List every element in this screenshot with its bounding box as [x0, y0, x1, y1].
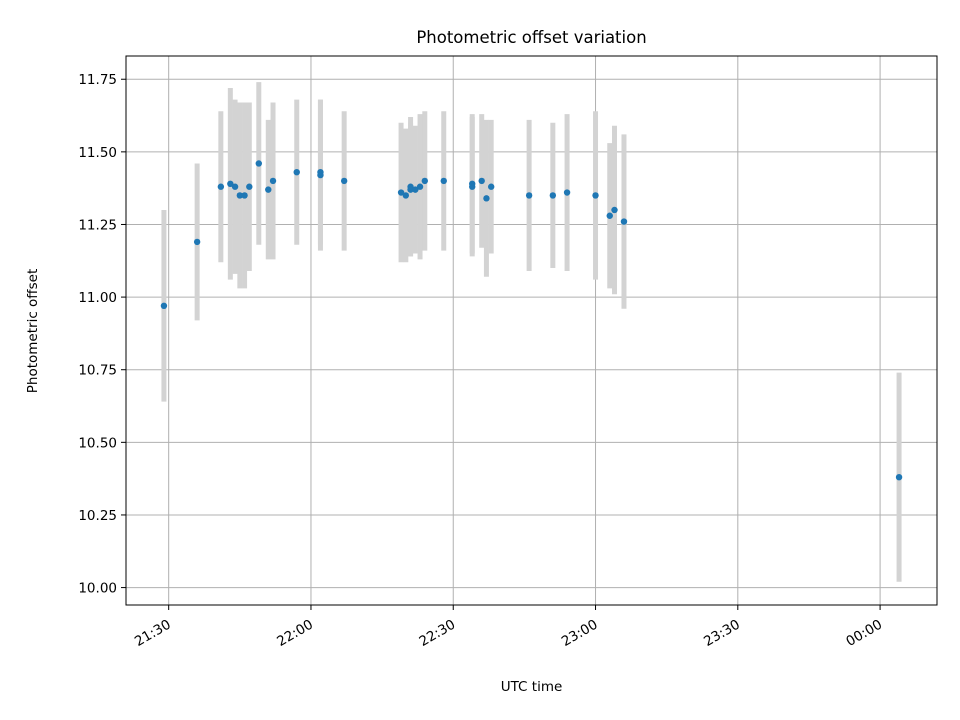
data-point [421, 177, 428, 185]
data-point [416, 183, 424, 190]
data-point [317, 171, 324, 179]
y-tick-label: 11.75 [78, 72, 117, 88]
data-point [227, 180, 234, 188]
data-point [440, 177, 447, 185]
data-point [525, 192, 533, 199]
data-point [246, 183, 253, 190]
data-point [487, 183, 495, 190]
data-point [620, 218, 628, 225]
y-tick-label: 11.25 [78, 217, 117, 233]
y-tick-label: 10.50 [78, 435, 117, 451]
y-tick-label: 10.00 [78, 581, 117, 597]
data-point [193, 238, 201, 246]
plot-frame [125, 55, 938, 606]
y-axis-ticks: 10.00 10.25 10.50 10.75 11.00 11.25 11.50 11.75 [78, 72, 126, 597]
y-tick-label: 11.50 [78, 145, 117, 161]
data-point [402, 192, 410, 199]
y-axis-label: Photometric offset [25, 269, 41, 393]
data-point [412, 186, 419, 193]
data-point [255, 160, 262, 167]
data-point [236, 192, 244, 199]
data-point [293, 168, 300, 176]
data-points [160, 160, 903, 481]
y-tick-label: 11.00 [78, 290, 117, 306]
data-point [592, 192, 599, 199]
y-tick-label: 10.25 [78, 508, 117, 524]
data-point [606, 212, 613, 219]
data-point [478, 177, 485, 185]
data-point [160, 302, 168, 310]
data-point [265, 186, 272, 193]
data-point [483, 195, 490, 202]
data-point [895, 473, 903, 481]
data-point [563, 189, 571, 196]
x-axis-label: UTC time [501, 679, 563, 695]
data-point [231, 183, 239, 190]
data-point [340, 177, 348, 185]
data-point [397, 189, 405, 196]
data-point [407, 186, 414, 193]
chart-title: Photometric offset variation [416, 28, 646, 47]
y-tick-label: 10.75 [78, 363, 117, 379]
data-point [241, 192, 248, 199]
data-point [469, 183, 476, 190]
data-point [217, 183, 225, 190]
data-point [269, 177, 277, 185]
data-point [611, 206, 618, 214]
data-point [549, 192, 557, 199]
